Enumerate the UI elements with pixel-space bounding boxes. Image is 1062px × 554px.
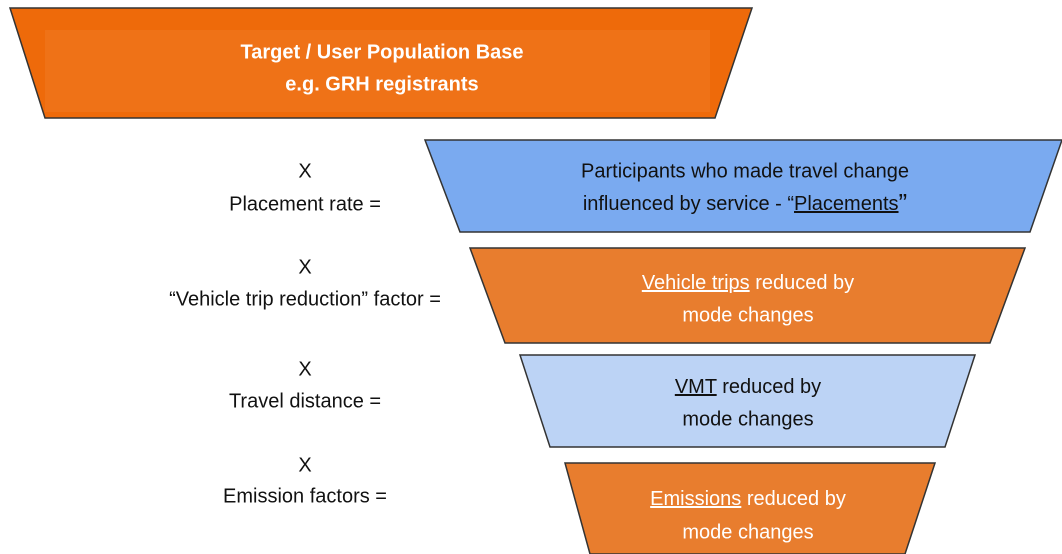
emissions-funnel (564, 462, 937, 554)
text: reduced by (741, 488, 846, 510)
operator: X (298, 454, 311, 476)
step-label: Emission factors = (223, 485, 387, 507)
node-text: Emissions reduced by (650, 488, 846, 510)
underlined-text: VMT (675, 376, 717, 398)
node-text: mode changes (682, 304, 813, 326)
node-text: influenced by service - “Placements” (583, 188, 907, 218)
node-text: e.g. GRH registrants (285, 73, 478, 95)
node-text: mode changes (682, 408, 813, 430)
underlined-text: Placements (794, 193, 899, 215)
operator: X (298, 358, 311, 380)
node-text: Target / User Population Base (240, 41, 523, 63)
text: ” (899, 188, 908, 218)
step-label: Travel distance = (229, 390, 381, 412)
text: reduced by (750, 272, 855, 294)
placements-funnel (423, 139, 1062, 233)
node-text: Vehicle trips reduced by (642, 272, 854, 294)
operator: X (298, 256, 311, 278)
vmt-funnel (518, 354, 977, 448)
step-label: Placement rate = (229, 193, 381, 215)
text: reduced by (717, 376, 822, 398)
node-text: Participants who made travel change (581, 160, 909, 182)
node-text: mode changes (682, 521, 813, 543)
text: influenced by service - “ (583, 193, 794, 215)
trips-funnel (468, 247, 1027, 344)
underlined-text: Emissions (650, 488, 741, 510)
underlined-text: Vehicle trips (642, 272, 750, 294)
step-label: “Vehicle trip reduction” factor = (169, 288, 441, 310)
population-inner (45, 30, 710, 112)
node-text: VMT reduced by (675, 376, 821, 398)
operator: X (298, 160, 311, 182)
